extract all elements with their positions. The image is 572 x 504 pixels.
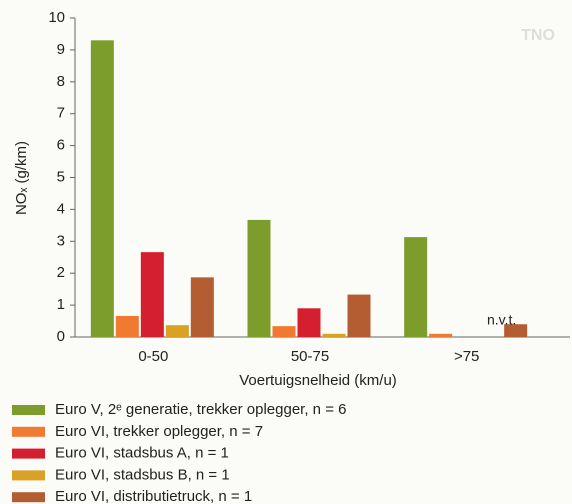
x-axis-label: Voertuigsnelheid (km/u) [239,372,397,389]
y-tick-label: 9 [57,41,65,58]
bar [115,315,139,337]
bar [429,333,453,337]
legend-swatch [12,448,45,459]
legend-swatch [12,492,45,503]
bar [347,294,371,337]
bar [504,324,528,337]
y-tick-label: 0 [57,328,65,345]
annotation: n.v.t. [487,312,516,328]
y-tick-label: 1 [57,296,65,313]
y-tick-label: 8 [57,73,65,90]
bar [247,219,271,337]
bar [190,277,214,337]
x-tick-label: 50-75 [291,348,329,365]
y-tick-label: 3 [57,232,65,249]
x-tick-label: 0-50 [138,348,168,365]
bar [322,333,346,337]
legend-label: Euro VI, trekker oplegger, n = 7 [55,423,263,440]
legend-swatch [12,405,45,415]
y-tick-label: 7 [57,105,65,122]
legend-label: Euro V, 2ᵉ generatie, trekker oplegger, … [55,401,346,418]
x-tick-label: >75 [454,348,479,365]
bar [90,40,114,338]
y-tick-label: 2 [57,264,65,281]
legend-swatch [12,470,45,481]
watermark: TNO [521,27,555,44]
bar [272,326,296,337]
y-tick-label: 4 [57,200,65,217]
bar [140,252,164,337]
legend-label: Euro VI, distributietruck, n = 1 [55,488,252,504]
y-tick-label: 10 [48,9,65,26]
legend-swatch [12,426,45,437]
bar [297,308,321,337]
legend-label: Euro VI, stadsbus B, n = 1 [55,466,230,483]
y-axis-label: NOₓ (g/km) [13,141,30,215]
y-tick-label: 6 [57,137,65,154]
bar [165,325,189,337]
bar [404,237,428,337]
legend-label: Euro VI, stadsbus A, n = 1 [55,445,229,462]
y-tick-label: 5 [57,168,65,185]
